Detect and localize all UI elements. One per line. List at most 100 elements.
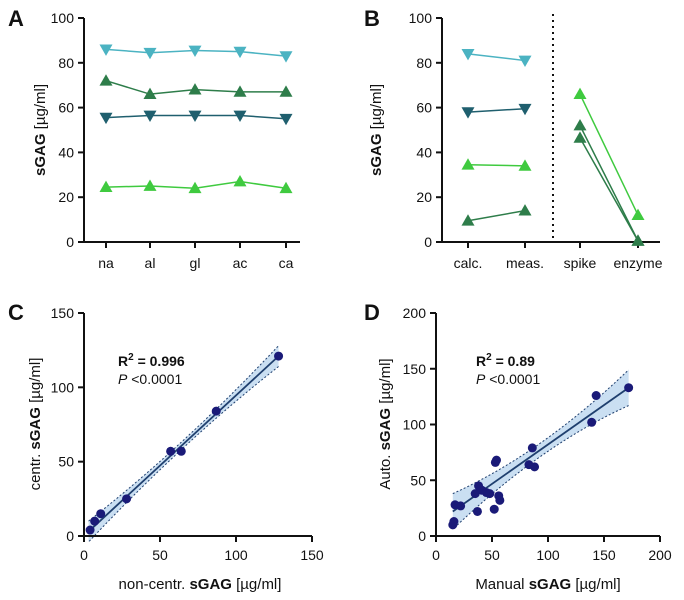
panel-b-series-line [579,125,639,242]
panel-d-point [624,383,634,393]
panel-b-y-tick-label: 0 [424,234,432,250]
panel-b-series-line [579,137,639,242]
panel-d-point [489,504,499,514]
panel-b-point [461,214,475,226]
r2-letter: R [476,353,486,369]
panel-b-point [518,159,532,171]
panel-a-y-tick-label: 0 [66,234,74,250]
panel-a-y-tick-label: 100 [51,10,75,26]
p-text: <0.0001 [485,371,540,387]
panel-a-point [188,181,202,194]
panel-b-y-tick-label: 20 [416,189,432,205]
panel-b-ylabel-bold: sGAG [368,133,385,176]
panel-c-point [166,446,176,456]
panel-a-y-tick-label: 20 [58,189,74,205]
panel-c-y-tick-label: 50 [58,454,74,470]
panel-d-y-tick-label: 50 [410,472,426,488]
panel-d-point [527,443,537,453]
panel-d-ylabel-pre: Auto. [377,450,394,489]
panel-b-point [573,131,587,143]
panel-a-y-tick-label: 40 [58,144,74,160]
panel-d-xlabel-unit: [µg/ml] [571,576,620,593]
panel-b-series-line [467,209,526,222]
panel-letter-d: D [364,300,380,325]
panel-b-y-tick-label: 80 [416,55,432,71]
panel-d-point [530,462,540,472]
panel-a-x-tick-label: na [98,255,114,271]
p-text: <0.0001 [127,371,182,387]
panel-letter-a: A [8,6,24,31]
panel-b-x-tick-label: calc. [454,255,483,271]
panel-a-point [143,47,157,60]
panel-a-y-tick-label: 80 [58,55,74,71]
panel-d-y-tick-label: 200 [403,305,427,321]
panel-a-point [279,85,293,97]
panel-c-xlabel-unit: [µg/ml] [232,576,281,593]
panel-letter-c: C [8,300,24,325]
panel-d-point [485,489,495,499]
panel-b-y-tick-label: 100 [409,10,433,26]
panel-c: C 0 50 100 150 0 50 100 150 R2 = 0.996 P <0.0001 [8,300,324,563]
panel-a-point [99,44,113,56]
panel-b-ylabel-unit: [µg/ml] [368,84,385,133]
panel-d-x-tick-label: 0 [432,547,440,563]
panel-d-xlabel: Manual sGAG [µg/ml] [475,576,620,593]
panel-c-x-tick-label: 150 [300,547,324,563]
r2-value: = 0.996 [134,353,185,369]
panel-a-x-tick-label: ac [233,255,248,271]
panel-a-point [143,179,157,191]
panel-c-point [90,516,100,526]
panel-d-r2: R2 = 0.89 [476,352,535,369]
panel-a-ylabel-unit: [µg/ml] [32,84,49,133]
panel-d-band-lower [452,405,629,530]
panel-c-point [96,509,106,519]
panel-b-series-line [579,93,639,216]
panel-a-y-tick-label: 60 [58,100,74,116]
panel-b-point [518,204,532,216]
panel-c-x-tick-label: 50 [152,547,168,563]
panel-b-point [573,87,587,100]
panel-d-point [449,517,459,527]
panel-d-point [587,417,597,427]
panel-c-ylabel: centr. sGAG [µg/ml] [27,358,44,491]
panel-c-x-tick-label: 100 [224,547,248,563]
panel-c-ylabel-bold: sGAG [27,407,44,450]
panel-c-fit-line [87,355,280,533]
panel-a-point [99,112,113,125]
panel-d-point [495,495,505,505]
panel-a-point [233,85,247,97]
panel-a-point [99,74,113,86]
panel-b-point [573,119,587,131]
panel-a-point [279,181,293,194]
r2-letter: R [118,353,128,369]
panel-d-xlabel-bold: sGAG [529,576,572,593]
panel-a-ylabel: sGAG [µg/ml] [32,84,49,176]
panel-b-point [518,55,532,68]
panel-d-y-tick-label: 100 [403,417,427,433]
panel-c-point [122,494,132,504]
panel-c-point [211,406,221,416]
panel-b-series-line [467,53,526,62]
panel-c-ylabel-pre: centr. [27,450,44,491]
panel-d-point [456,501,466,511]
panel-c-point [274,351,284,361]
panel-c-x-tick-label: 0 [80,547,88,563]
panel-d-y-tick-label: 150 [403,361,427,377]
panel-c-xlabel: non-centr. sGAG [µg/ml] [119,576,282,593]
panel-d-pvalue: P <0.0001 [476,371,540,387]
panel-d-xlabel-pre: Manual [475,576,528,593]
panel-c-pvalue: P <0.0001 [118,371,182,387]
panel-a-x-tick-label: gl [190,255,201,271]
panel-b-series-line [467,107,526,113]
panel-b-y-tick-label: 40 [416,144,432,160]
panel-c-y-tick-label: 0 [66,528,74,544]
panel-d-ylabel: Auto. sGAG [µg/ml] [377,358,394,489]
panel-c-xlabel-pre: non-centr. [119,576,190,593]
panel-b-x-tick-label: spike [564,255,597,271]
panel-a-point [99,180,113,192]
panel-b-y-tick-label: 60 [416,100,432,116]
panel-d-ylabel-bold: sGAG [377,408,394,451]
p-letter: P [118,371,128,387]
panel-c-band-upper [88,345,279,522]
